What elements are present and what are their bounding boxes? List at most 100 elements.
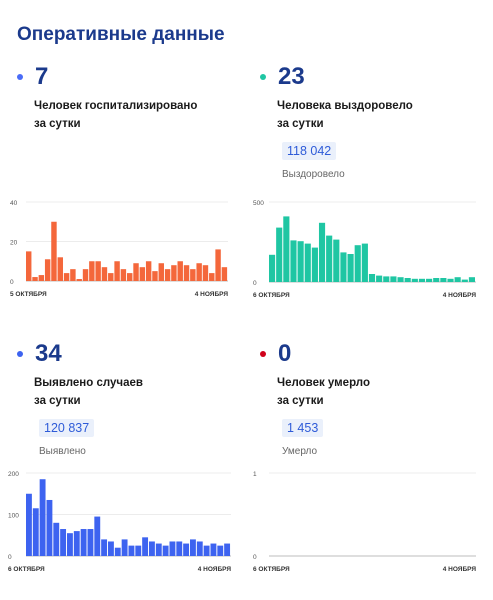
- x-end-label: 4 НОЯБРЯ: [443, 292, 477, 299]
- bar: [108, 541, 114, 556]
- bar: [87, 529, 94, 556]
- bar: [297, 241, 304, 282]
- bar: [95, 261, 101, 281]
- bar: [190, 539, 196, 556]
- bar: [461, 279, 468, 282]
- bar: [354, 245, 361, 282]
- detected-label: Выявлено случаев за сутки: [34, 377, 143, 407]
- bar: [224, 543, 231, 556]
- bar: [128, 545, 135, 556]
- bar: [63, 273, 70, 281]
- recovered-chart: 500 0 6 ОКТЯБРЯ 4 НОЯБРЯ: [253, 200, 477, 299]
- recovered-label: Человека выздоровело за сутки: [277, 100, 413, 130]
- panel-deaths: 0 Человек умерло за сутки 1 453 Умерло: [260, 340, 490, 457]
- y-tick-label: 500: [253, 200, 264, 207]
- bar: [26, 251, 32, 281]
- bar: [383, 276, 390, 282]
- x-start-label: 6 ОКТЯБРЯ: [8, 566, 45, 573]
- y-tick-label: 0: [10, 279, 14, 286]
- y-tick-label: 40: [10, 200, 18, 207]
- bar: [326, 235, 333, 282]
- y-tick-label: 0: [253, 554, 257, 561]
- bar: [120, 269, 127, 281]
- bar: [454, 277, 461, 282]
- bar: [368, 274, 376, 282]
- bar: [127, 273, 133, 281]
- deaths-total-label: Умерло: [282, 446, 318, 457]
- y-tick-label: 0: [8, 554, 12, 561]
- hospitalized-chart: 40 20 0 5 ОКТЯБРЯ 4 НОЯБРЯ: [10, 200, 228, 298]
- bar: [333, 239, 340, 282]
- bar: [53, 522, 60, 556]
- bar: [347, 254, 354, 282]
- bar: [196, 263, 202, 281]
- bar: [135, 545, 142, 556]
- bar: [190, 269, 196, 281]
- y-tick-label: 1: [253, 471, 257, 478]
- bar: [203, 545, 210, 556]
- bar: [139, 267, 146, 281]
- bar: [376, 275, 383, 282]
- y-tick-label: 200: [8, 471, 19, 478]
- detected-chart: 200 100 0 6 ОКТЯБРЯ 4 НОЯБРЯ: [8, 471, 231, 573]
- bar: [361, 243, 368, 282]
- bar: [209, 273, 215, 281]
- hospitalized-count: 7: [35, 63, 49, 90]
- status-dot: [17, 351, 23, 357]
- status-dot: [17, 74, 23, 80]
- bar: [426, 278, 433, 282]
- bar: [447, 278, 454, 282]
- bar: [155, 543, 162, 556]
- recovered-total-label: Выздоровело: [282, 169, 345, 180]
- bar: [70, 269, 76, 281]
- bar: [164, 269, 171, 281]
- bar: [32, 277, 38, 281]
- bar: [145, 261, 152, 281]
- bar: [283, 216, 290, 282]
- bar: [82, 269, 89, 281]
- bar: [39, 479, 46, 556]
- bar: [94, 516, 101, 556]
- bar: [169, 541, 176, 556]
- deaths-label: Человек умерло за сутки: [277, 377, 370, 407]
- bar: [26, 493, 32, 556]
- bar: [221, 267, 228, 281]
- bar: [183, 543, 190, 556]
- bar: [152, 271, 158, 281]
- bar: [276, 227, 283, 282]
- bar: [404, 278, 411, 282]
- bar: [80, 529, 87, 556]
- bar: [76, 279, 82, 281]
- bar: [162, 545, 169, 556]
- deaths-count: 0: [278, 340, 292, 367]
- bar: [440, 278, 447, 282]
- panel-hospitalized: 7 Человек госпитализировано за сутки: [17, 63, 247, 133]
- bar: [108, 273, 114, 281]
- x-end-label: 4 НОЯБРЯ: [443, 566, 477, 573]
- bar: [183, 265, 190, 281]
- bar: [89, 261, 95, 281]
- x-start-label: 6 ОКТЯБРЯ: [253, 292, 290, 299]
- x-start-label: 6 ОКТЯБРЯ: [253, 566, 290, 573]
- bar: [269, 254, 276, 282]
- bar: [418, 278, 426, 282]
- status-dot: [260, 351, 266, 357]
- deaths-chart: 1 0 6 ОКТЯБРЯ 4 НОЯБРЯ: [253, 471, 477, 573]
- bar: [210, 543, 217, 556]
- y-tick-label: 0: [253, 280, 257, 287]
- bar: [44, 259, 51, 281]
- bar: [38, 275, 45, 281]
- bar: [177, 261, 183, 281]
- bar: [101, 539, 108, 556]
- panel-recovered: 23 Человека выздоровело за сутки 118 042…: [260, 63, 490, 180]
- bar: [433, 278, 440, 282]
- y-tick-label: 100: [8, 513, 19, 520]
- bar: [290, 240, 297, 282]
- recovered-total: 118 042: [282, 142, 337, 160]
- bar: [67, 533, 73, 556]
- bar: [32, 508, 39, 556]
- bar: [114, 547, 121, 556]
- bar: [73, 531, 80, 556]
- page-title: Оперативные данные: [17, 24, 225, 45]
- bar: [51, 221, 57, 281]
